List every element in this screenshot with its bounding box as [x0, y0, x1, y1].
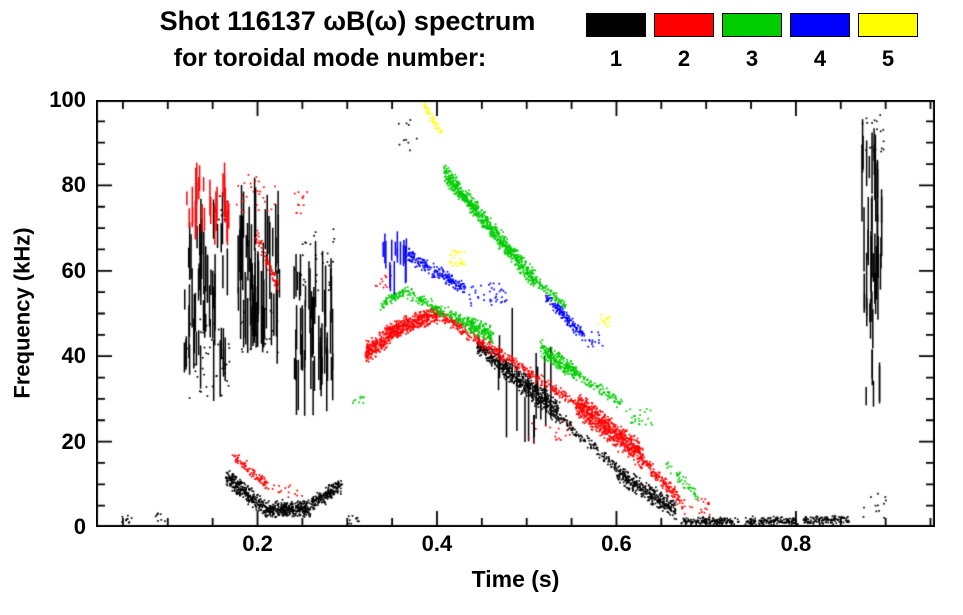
legend-mode-label-4: 4 [813, 46, 827, 71]
legend-swatch-mode-4 [790, 13, 850, 37]
legend-swatch-mode-1 [586, 13, 646, 37]
x-tick-label-0.6: 0.6 [601, 531, 632, 556]
plot-subtitle: for toroidal mode number: [173, 44, 487, 72]
plot-area [96, 100, 935, 527]
y-axis-title: Frequency (kHz) [9, 227, 35, 399]
legend-mode-numbers: 1 2 3 4 5 [586, 46, 918, 72]
x-tick-label-0.4: 0.4 [421, 531, 453, 556]
legend-mode-label-3: 3 [745, 46, 759, 71]
plot-title: Shot 116137 ωB(ω) spectrum [159, 6, 536, 36]
legend-mode-label-1: 1 [609, 46, 623, 71]
y-tick-label-60: 60 [61, 257, 86, 283]
legend-mode-label-5: 5 [881, 46, 895, 71]
legend-color-swatches [586, 13, 918, 37]
x-tick-label-0.2: 0.2 [242, 531, 273, 556]
legend-swatch-mode-3 [722, 13, 782, 37]
legend-swatch-mode-5 [858, 13, 918, 37]
y-tick-label-0: 0 [73, 514, 86, 539]
y-tick-label-80: 80 [61, 172, 86, 198]
spectrogram-canvas [96, 100, 935, 527]
x-tick-label-0.8: 0.8 [780, 531, 812, 556]
legend-swatch-mode-2 [654, 13, 714, 37]
x-axis-title: Time (s) [471, 566, 560, 592]
y-tick-label-20: 20 [61, 428, 86, 454]
y-tick-label-100: 100 [49, 87, 86, 112]
y-tick-label-40: 40 [61, 343, 86, 369]
legend-mode-label-2: 2 [677, 46, 691, 71]
